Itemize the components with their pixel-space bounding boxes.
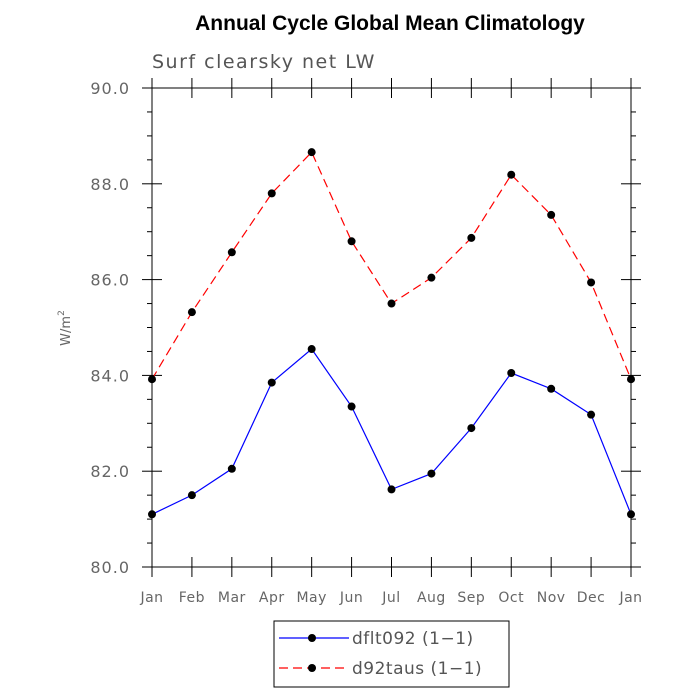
data-point	[507, 369, 516, 378]
data-point	[587, 278, 596, 287]
legend: dflt092 (1−1) d92taus (1−1)	[273, 620, 510, 688]
data-point	[267, 189, 276, 198]
data-point	[267, 378, 276, 387]
data-point	[187, 491, 196, 500]
data-point	[507, 170, 516, 179]
x-tick-label: Jun	[339, 590, 363, 606]
y-axis-label-text: W/m	[59, 316, 74, 346]
series-layer	[148, 148, 635, 519]
x-tick-label: Nov	[537, 590, 566, 606]
legend-box	[273, 620, 510, 688]
legend-label: dflt092 (1−1)	[352, 629, 474, 649]
data-point	[187, 308, 196, 317]
y-axis-label-superscript: 2	[57, 310, 67, 316]
data-point	[587, 410, 596, 419]
axes: 80.0 82.0 84.0 86.0 88.0 90.0 Jan Feb Mar Apr May J…	[90, 78, 642, 606]
chart-title: Annual Cycle Global Mean Climatology	[195, 12, 585, 35]
data-point	[467, 233, 476, 242]
data-point	[307, 345, 316, 354]
data-point	[227, 248, 236, 257]
data-point	[547, 210, 556, 219]
series-1	[148, 148, 635, 384]
x-tick-label: Apr	[259, 590, 285, 606]
data-point	[347, 237, 356, 246]
x-tick-label: Dec	[577, 590, 606, 606]
series-0	[148, 345, 635, 519]
y-tick-label: 86.0	[90, 271, 130, 290]
y-tick-label: 82.0	[90, 462, 130, 481]
data-point	[427, 273, 436, 282]
x-tick-label: Aug	[417, 590, 446, 606]
y-tick-label: 88.0	[90, 175, 130, 194]
x-tick-label: Jul	[381, 590, 400, 606]
x-tick-label: Jan	[139, 590, 163, 606]
data-point	[148, 510, 156, 519]
data-point	[347, 402, 356, 411]
data-point	[148, 375, 156, 384]
data-point	[427, 469, 436, 478]
data-point	[547, 384, 556, 393]
x-tick-label: May	[296, 590, 326, 606]
legend-label: d92taus (1−1)	[352, 659, 482, 679]
x-tick-label: Sep	[457, 590, 485, 606]
y-tick-label: 90.0	[90, 79, 130, 98]
y-axis-label: W/m2	[57, 310, 74, 346]
x-tick-label: Feb	[179, 590, 205, 606]
plot-frame	[151, 87, 632, 568]
data-point	[227, 464, 236, 473]
data-point	[307, 148, 316, 157]
data-point	[387, 485, 396, 494]
data-point	[627, 375, 635, 384]
data-point	[627, 510, 635, 519]
x-tick-label: Jan	[618, 590, 642, 606]
x-tick-label: Mar	[218, 590, 246, 606]
y-tick-label: 84.0	[90, 366, 130, 385]
legend-marker	[308, 634, 316, 642]
y-tick-label: 80.0	[90, 558, 130, 577]
chart-subtitle: Surf clearsky net LW	[152, 51, 376, 73]
x-tick-label: Oct	[498, 590, 524, 606]
legend-marker	[308, 664, 316, 672]
data-point	[467, 424, 476, 433]
data-point	[387, 299, 396, 308]
series-line	[151, 151, 632, 380]
